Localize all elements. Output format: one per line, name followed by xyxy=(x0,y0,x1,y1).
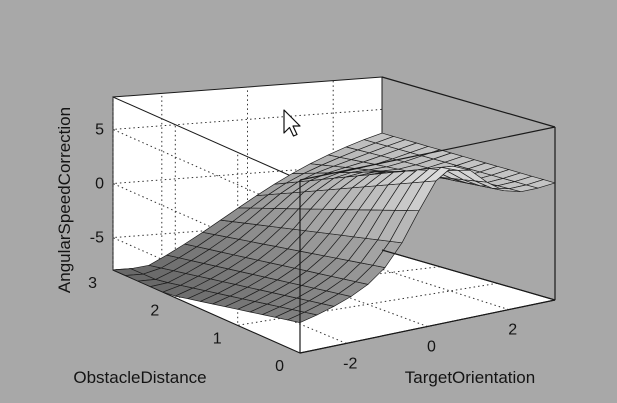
axes-box-front-edges xyxy=(299,76,556,354)
x-tick-label: 0 xyxy=(427,339,436,356)
y-tick-label: 1 xyxy=(213,330,222,347)
box-edge xyxy=(299,126,556,181)
surface-mesh xyxy=(112,132,556,323)
x-axis-label: TargetOrientation xyxy=(405,368,535,387)
y-gridline xyxy=(174,124,440,299)
box-edge xyxy=(299,299,556,354)
box-edge xyxy=(381,249,556,301)
z-tick-label: 5 xyxy=(95,121,104,138)
y-tick-label: 0 xyxy=(275,358,284,375)
z-axis-label: AngularSpeedCorrection xyxy=(55,107,74,293)
z-gridline xyxy=(112,108,383,213)
x-gridline xyxy=(161,93,347,344)
y-tick-label: 3 xyxy=(88,275,97,292)
z-tick-label: -5 xyxy=(90,230,104,247)
box-edge xyxy=(381,76,556,128)
y-axis-label: ObstacleDistance xyxy=(73,368,206,387)
x-tick-label: 2 xyxy=(508,322,517,339)
z-tick-label: 0 xyxy=(95,176,104,193)
y-tick-label: 2 xyxy=(150,303,159,320)
x-tick-label: -2 xyxy=(343,355,357,372)
axis-tick-labels: -5 0 5 0 1 2 3 -2 0 2 xyxy=(88,121,517,375)
mouse-cursor-icon xyxy=(283,109,301,137)
